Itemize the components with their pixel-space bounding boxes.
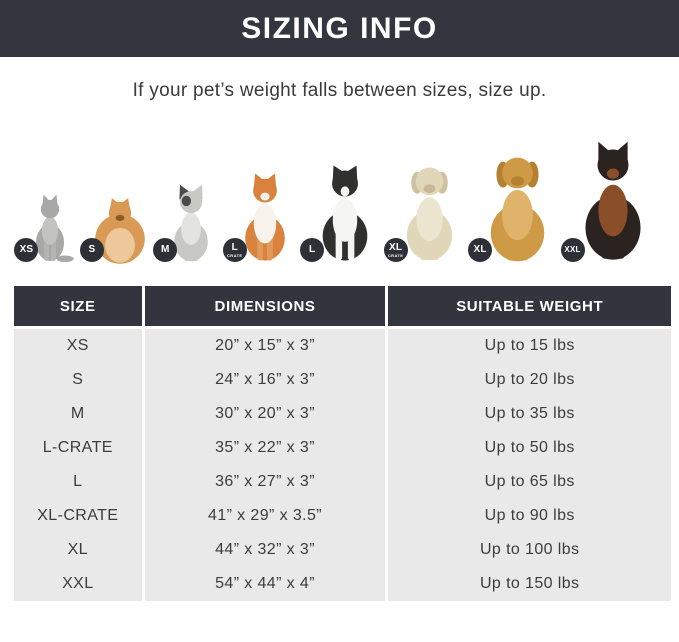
- table-row: S 24” x 16” x 3” Up to 20 lbs: [14, 363, 671, 397]
- table-header-row: SIZE DIMENSIONS SUITABLE WEIGHT: [14, 286, 671, 326]
- weight-cell: Up to 50 lbs: [388, 431, 671, 465]
- dimensions-cell: 24” x 16” x 3”: [144, 363, 386, 397]
- size-badge-xs: XS: [14, 238, 39, 262]
- cat-silhouette-icon: [36, 194, 75, 263]
- badge-label: XL: [473, 244, 487, 255]
- column-header-suitable-weight: SUITABLE WEIGHT: [388, 286, 671, 326]
- table-row: XXL 54” x 44” x 4” Up to 150 lbs: [14, 567, 671, 601]
- pet-image-french-bulldog-m: M: [153, 180, 220, 266]
- dimensions-cell: 30” x 20” x 3”: [144, 397, 386, 431]
- weight-cell: Up to 20 lbs: [388, 363, 671, 397]
- size-badge-l: L: [300, 238, 325, 262]
- table-body: XS 20” x 15” x 3” Up to 15 lbs S 24” x 1…: [14, 329, 671, 601]
- badge-sublabel: CRATE: [227, 252, 243, 258]
- badge-label: M: [161, 244, 170, 255]
- table-row: XL 44” x 32” x 3” Up to 100 lbs: [14, 533, 671, 567]
- table-row: XL-CRATE 41” x 29” x 3.5” Up to 90 lbs: [14, 499, 671, 533]
- size-cell: XL-CRATE: [14, 499, 142, 533]
- table-row: L-CRATE 35” x 22” x 3” Up to 50 lbs: [14, 431, 671, 465]
- badge-label: L: [231, 241, 238, 253]
- weight-cell: Up to 15 lbs: [388, 329, 671, 363]
- size-cell: XL: [14, 533, 142, 567]
- size-badge-xl-crate: XL CRATE: [383, 238, 408, 262]
- dimensions-cell: 35” x 22” x 3”: [144, 431, 386, 465]
- border-collie-silhouette-icon: [322, 165, 368, 261]
- weight-cell: Up to 100 lbs: [388, 533, 671, 567]
- size-badge-s: S: [79, 238, 104, 262]
- badge-label: XL: [389, 241, 403, 253]
- size-cell: L-CRATE: [14, 431, 142, 465]
- size-badge-xl: XL: [468, 238, 493, 262]
- badge-sublabel: CRATE: [387, 252, 404, 258]
- badge-label: S: [88, 244, 96, 255]
- weight-cell: Up to 150 lbs: [388, 567, 671, 601]
- table-row: XS 20” x 15” x 3” Up to 15 lbs: [14, 329, 671, 363]
- table-row: M 30” x 20” x 3” Up to 35 lbs: [14, 397, 671, 431]
- size-up-note: If your pet’s weight falls between sizes…: [132, 80, 547, 101]
- dimensions-cell: 54” x 44” x 4”: [144, 567, 386, 601]
- weight-cell: Up to 35 lbs: [388, 397, 671, 431]
- pet-image-pomeranian-s: S: [79, 194, 151, 266]
- table-row: L 36” x 27” x 3” Up to 65 lbs: [14, 465, 671, 499]
- pet-image-border-collie-l: L: [300, 160, 381, 266]
- french-bulldog-silhouette-icon: [174, 184, 209, 262]
- dimensions-cell: 44” x 32” x 3”: [144, 533, 386, 567]
- size-cell: L: [14, 465, 142, 499]
- size-cell: XXL: [14, 567, 142, 601]
- header-bar: SIZING INFO: [0, 0, 679, 57]
- dimensions-cell: 41” x 29” x 3.5”: [144, 499, 386, 533]
- weight-cell: Up to 90 lbs: [388, 499, 671, 533]
- pet-image-golden-retriever-xl: XL: [468, 148, 558, 266]
- size-cell: M: [14, 397, 142, 431]
- size-cell: XS: [14, 329, 142, 363]
- dimensions-cell: 36” x 27” x 3”: [144, 465, 386, 499]
- pomeranian-silhouette-icon: [95, 198, 145, 264]
- weight-cell: Up to 65 lbs: [388, 465, 671, 499]
- size-badge-xxl: XXL: [560, 238, 585, 262]
- badge-label: XXL: [564, 245, 581, 254]
- golden-retriever-silhouette-icon: [490, 157, 545, 262]
- badge-label: XS: [19, 244, 34, 255]
- pet-size-lineup: XS S: [12, 102, 667, 280]
- pet-image-shiba-inu-l-crate: L CRATE: [222, 168, 298, 266]
- sizing-table: SIZE DIMENSIONS SUITABLE WEIGHT XS 20” x…: [14, 286, 671, 601]
- page-title: SIZING INFO: [241, 11, 438, 45]
- size-cell: S: [14, 363, 142, 397]
- dimensions-cell: 20” x 15” x 3”: [144, 329, 386, 363]
- column-header-dimensions: DIMENSIONS: [144, 286, 386, 326]
- pet-image-doberman-xxl: XXL: [560, 138, 656, 266]
- size-badge-m: M: [153, 238, 178, 262]
- column-header-size: SIZE: [14, 286, 142, 326]
- size-badge-l-crate: L CRATE: [222, 238, 247, 262]
- pet-image-cat-xs: XS: [14, 190, 77, 266]
- labrador-silhouette-icon: [406, 167, 452, 261]
- badge-label: L: [309, 244, 316, 255]
- sizing-info-page: SIZING INFO If your pet’s weight falls b…: [0, 0, 679, 601]
- shiba-silhouette-icon: [244, 173, 285, 261]
- pet-image-labrador-xl-crate: XL CRATE: [383, 158, 466, 266]
- doberman-silhouette-icon: [584, 141, 641, 260]
